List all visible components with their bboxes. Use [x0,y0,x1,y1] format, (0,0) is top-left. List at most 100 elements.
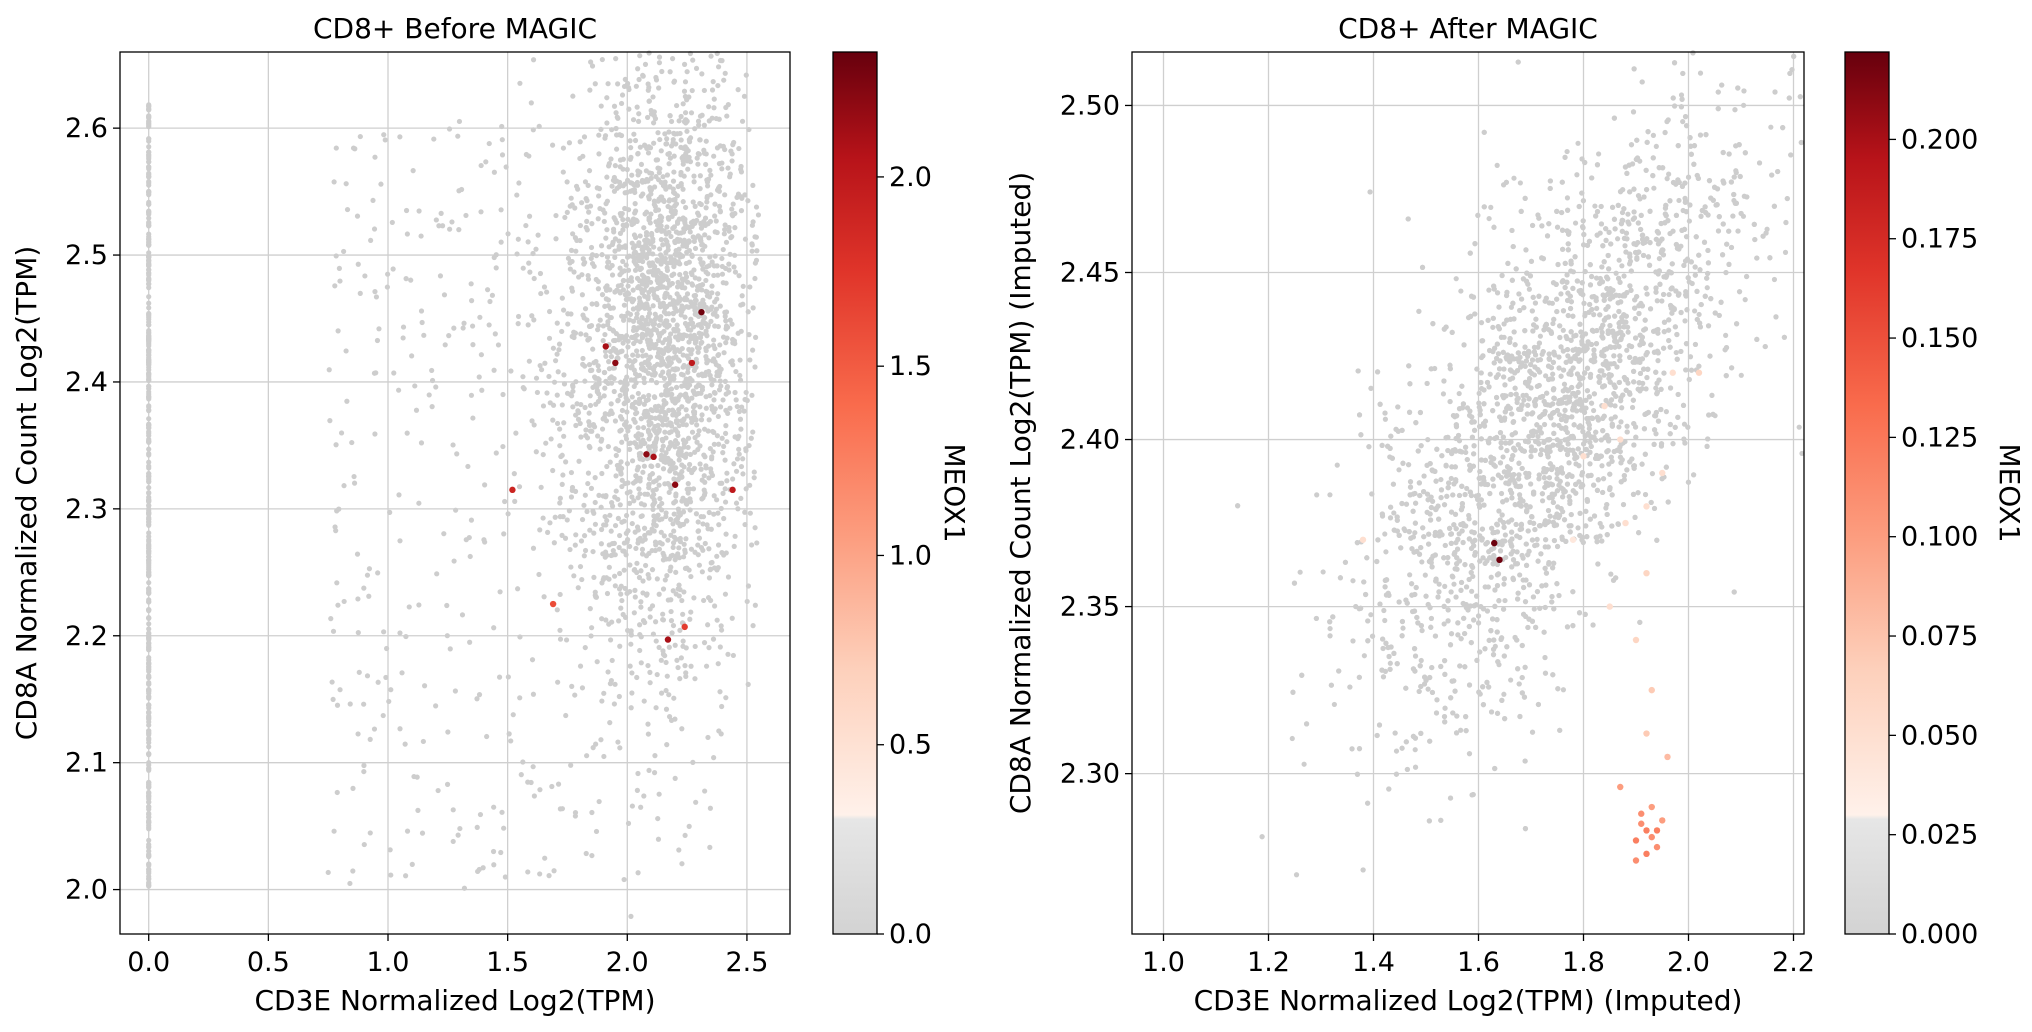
scatter-point [680,611,686,617]
scatter-point [573,532,579,538]
scatter-point [429,404,435,410]
scatter-point [680,554,687,560]
scatter-point [606,621,612,627]
scatter-point [665,388,671,394]
scatter-point [531,422,537,428]
scatter-point [709,87,716,93]
scatter-point [723,309,730,315]
scatter-point [616,544,622,551]
scatter-point [653,341,659,348]
scatter-point [737,372,743,379]
scatter-point [598,103,604,109]
scatter-point [581,134,588,140]
scatter-point [668,118,675,125]
scatter-point [511,471,517,477]
scatter-point [676,509,682,515]
scatter-point [642,211,648,217]
scatter-point [382,137,388,143]
scatter-point [590,421,597,428]
scatter-point [564,179,570,185]
scatter-point [603,353,609,359]
scatter-point [146,599,152,605]
scatter-point [666,714,673,720]
scatter-point [434,571,440,577]
scatter-point [686,823,692,829]
scatter-point [752,275,758,282]
scatter-point [333,253,339,259]
scatter-point [718,623,724,629]
scatter-point [146,199,152,205]
scatter-point [698,201,704,208]
scatter-point [677,272,683,278]
scatter-point [604,227,610,233]
scatter-point [546,308,553,315]
scatter-point [725,651,731,657]
scatter-point [727,405,733,411]
scatter-point [146,663,152,670]
scatter-point [486,140,492,147]
scatter-point [644,114,651,121]
scatter-point [146,730,152,736]
scatter-point [742,236,749,242]
scatter-point [146,278,152,284]
scatter-point [542,855,548,861]
scatter-point [146,792,152,799]
scatter-point [723,265,729,272]
scatter-point [665,371,672,377]
scatter-point [587,393,593,399]
y-tick-label: 2.5 [65,240,108,271]
scatter-point [607,287,613,293]
scatter-point [619,407,626,414]
scatter-point [583,427,589,433]
scatter-point [568,564,574,570]
scatter-point [146,626,152,632]
scatter-point [747,357,753,363]
scatter-point [639,546,646,553]
scatter-point [595,433,601,439]
scatter-point [617,467,623,473]
colorbar-label: MEOX1 [938,443,971,542]
scatter-point [467,639,473,645]
scatter-point [628,705,634,711]
scatter-point [514,251,520,257]
scatter-point [146,294,152,300]
y-tick-label: 2.3 [65,494,108,525]
scatter-point [722,457,728,463]
scatter-point [705,271,711,277]
scatter-point [517,634,523,640]
scatter-point [649,567,656,573]
scatter-point [718,627,725,633]
scatter-point [729,321,735,327]
scatter-point [678,137,684,143]
scatter-point [598,737,604,743]
scatter-point [452,688,458,694]
scatter-point [515,586,521,592]
scatter-point [460,325,466,331]
scatter-point [649,603,656,609]
scatter-point [662,429,668,435]
scatter-point [493,252,499,258]
scatter-point [732,434,738,440]
scatter-point [711,441,717,447]
scatter-point [612,522,619,529]
scatter-point [399,670,405,676]
scatter-point [554,607,560,613]
scatter-point [467,553,473,560]
scatter-point [667,482,673,488]
scatter-point [631,250,637,256]
scatter-point [334,789,340,796]
scatter-point [679,332,685,338]
scatter-point [146,383,152,390]
scatter-point [573,379,579,385]
scatter-point [611,103,618,109]
scatter-point [670,540,677,546]
scatter-point [672,557,678,563]
scatter-point [146,511,152,518]
scatter-point [641,463,647,469]
scatter-point [529,657,536,663]
scatter-point [718,505,724,512]
scatter-point [696,151,702,157]
scatter-point [705,734,711,741]
scatter-point [658,223,664,229]
scatter-point [614,178,620,184]
